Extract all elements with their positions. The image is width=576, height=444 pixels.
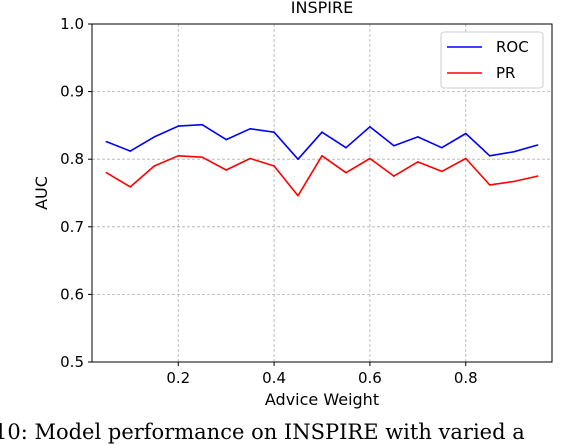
y-tick-label: 0.6 bbox=[60, 285, 84, 303]
y-tick-label: 0.9 bbox=[60, 83, 84, 101]
legend-box bbox=[440, 31, 544, 89]
data-point-roc bbox=[345, 146, 347, 149]
y-tick-label: 0.7 bbox=[60, 218, 84, 236]
data-point-roc bbox=[153, 136, 156, 138]
data-point-pr bbox=[321, 155, 323, 157]
data-point-roc bbox=[417, 136, 419, 138]
data-point-pr bbox=[297, 194, 299, 197]
data-point-roc bbox=[321, 131, 323, 133]
series-line-pr bbox=[105, 155, 538, 197]
legend: ROC PR bbox=[440, 31, 544, 89]
plot-frame bbox=[91, 23, 553, 363]
y-tick-label: 0.5 bbox=[60, 353, 84, 371]
series-lines bbox=[105, 123, 539, 197]
data-point-pr bbox=[249, 157, 251, 160]
chart-title: INSPIRE bbox=[291, 0, 353, 17]
data-point-roc bbox=[129, 150, 132, 152]
data-point-pr bbox=[273, 165, 275, 167]
data-point-roc bbox=[105, 140, 108, 143]
data-point-roc bbox=[440, 146, 443, 149]
data-point-roc bbox=[464, 132, 467, 135]
data-point-pr bbox=[177, 155, 180, 157]
data-point-pr bbox=[105, 171, 108, 174]
data-point-pr bbox=[464, 157, 467, 160]
data-point-pr bbox=[536, 175, 539, 177]
data-point-roc bbox=[225, 138, 227, 141]
figure-caption: 10: Model performance on INSPIRE with va… bbox=[0, 420, 525, 444]
data-point-roc bbox=[201, 123, 204, 126]
data-point-roc bbox=[297, 158, 299, 160]
axis-ticks: 0.2 0.4 0.6 0.8 0.5 0.6 0.7 0.8 0.9 1.0 bbox=[60, 15, 478, 387]
data-point-pr bbox=[369, 157, 371, 160]
data-point-pr bbox=[345, 171, 347, 174]
data-point-roc bbox=[177, 125, 180, 127]
x-tick-label: 0.4 bbox=[262, 369, 286, 387]
x-tick-label: 0.8 bbox=[454, 369, 478, 387]
data-point-pr bbox=[417, 161, 419, 163]
data-point-pr bbox=[225, 169, 227, 171]
data-point-roc bbox=[512, 150, 515, 153]
legend-label-pr: PR bbox=[496, 64, 515, 82]
y-tick-label: 0.8 bbox=[60, 150, 84, 168]
y-tick-label: 1.0 bbox=[60, 15, 84, 33]
data-point-roc bbox=[369, 125, 371, 128]
data-point-pr bbox=[440, 170, 443, 173]
x-axis-label: Advice Weight bbox=[265, 390, 379, 409]
data-point-roc bbox=[273, 131, 275, 133]
data-point-roc bbox=[536, 144, 539, 146]
data-point-roc bbox=[249, 127, 251, 130]
data-point-pr bbox=[201, 156, 204, 158]
y-axis-label: AUC bbox=[32, 176, 51, 210]
series-line-roc bbox=[106, 123, 538, 160]
data-point-pr bbox=[129, 186, 132, 188]
legend-label-roc: ROC bbox=[496, 38, 529, 56]
data-point-pr bbox=[153, 165, 156, 167]
data-point-pr bbox=[488, 184, 491, 186]
data-point-pr bbox=[512, 180, 515, 183]
x-tick-label: 0.2 bbox=[166, 369, 190, 387]
data-point-pr bbox=[393, 175, 395, 177]
data-point-roc bbox=[393, 144, 395, 147]
data-point-roc bbox=[488, 155, 491, 157]
x-tick-label: 0.6 bbox=[358, 369, 382, 387]
